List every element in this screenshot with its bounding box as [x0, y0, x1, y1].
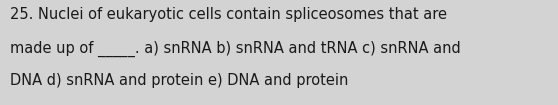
Text: 25. Nuclei of eukaryotic cells contain spliceosomes that are: 25. Nuclei of eukaryotic cells contain s… — [10, 7, 447, 22]
Text: made up of _____. a) snRNA b) snRNA and tRNA c) snRNA and: made up of _____. a) snRNA b) snRNA and … — [10, 40, 461, 57]
Text: DNA d) snRNA and protein e) DNA and protein: DNA d) snRNA and protein e) DNA and prot… — [10, 74, 348, 89]
